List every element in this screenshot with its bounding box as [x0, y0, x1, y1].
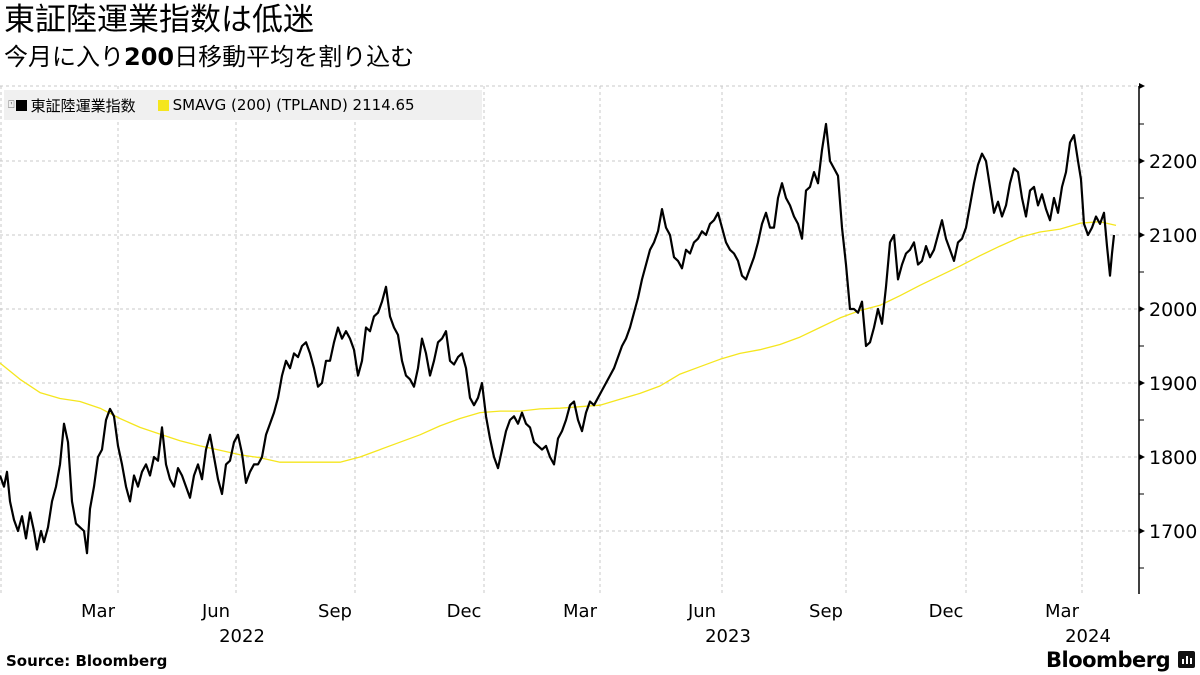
major-tick — [1139, 158, 1145, 164]
x-tick-label: Sep — [809, 601, 843, 622]
x-tick-label: Sep — [318, 601, 352, 622]
y-tick-label: 1900 — [1149, 373, 1197, 395]
chart-legend: ⍞ 東証陸運業指数 SMAVG (200) (TPLAND) 2114.65 — [4, 90, 482, 120]
major-tick — [1139, 232, 1145, 238]
major-tick — [1139, 454, 1145, 460]
legend-item-smavg: SMAVG (200) (TPLAND) 2114.65 — [157, 96, 415, 114]
x-tick-label: Jun — [687, 601, 716, 622]
y-tick-label: 2200 — [1149, 151, 1197, 173]
x-year-label: 2024 — [1065, 626, 1111, 647]
legend-swatch-black — [15, 99, 27, 111]
smavg-line — [0, 221, 1117, 463]
x-year-label: 2022 — [219, 626, 265, 647]
axis-tick — [1139, 83, 1145, 89]
subtitle-suffix: 日移動平均を割り込む — [174, 43, 415, 71]
x-tick-label: Dec — [447, 601, 482, 622]
y-tick-label: 2000 — [1149, 299, 1197, 321]
y-tick-label: 1800 — [1149, 447, 1197, 469]
major-tick — [1139, 380, 1145, 386]
major-tick — [1139, 306, 1145, 312]
chart-subtitle: 今月に入り200日移動平均を割り込む — [4, 42, 414, 72]
legend-swatch-yellow — [157, 99, 169, 111]
subtitle-prefix: 今月に入り — [4, 43, 124, 71]
subtitle-bold-number: 200 — [124, 43, 175, 71]
y-tick-label: 1700 — [1149, 521, 1197, 543]
x-tick-label: Mar — [1045, 601, 1080, 622]
legend-label-index: 東証陸運業指数 — [30, 96, 136, 115]
x-tick-label: Mar — [81, 601, 116, 622]
legend-label-smavg: SMAVG (200) (TPLAND) 2114.65 — [172, 96, 415, 114]
index-line — [0, 122, 1116, 555]
legend-item-index: 東証陸運業指数 — [15, 95, 136, 116]
x-tick-label: Jun — [201, 601, 230, 622]
x-year-label: 2023 — [705, 626, 751, 647]
x-tick-label: Mar — [563, 601, 598, 622]
major-tick — [1139, 528, 1145, 534]
bloomberg-logo: Bloomberg — [1046, 648, 1171, 672]
bloomberg-chart-icon — [1178, 651, 1195, 668]
pin-icon[interactable]: ⍞ — [8, 98, 15, 111]
chart-title: 東証陸運業指数は低迷 — [4, 2, 314, 38]
source-note: Source: Bloomberg — [6, 652, 168, 670]
x-tick-label: Dec — [929, 601, 964, 622]
y-tick-label: 2100 — [1149, 225, 1197, 247]
